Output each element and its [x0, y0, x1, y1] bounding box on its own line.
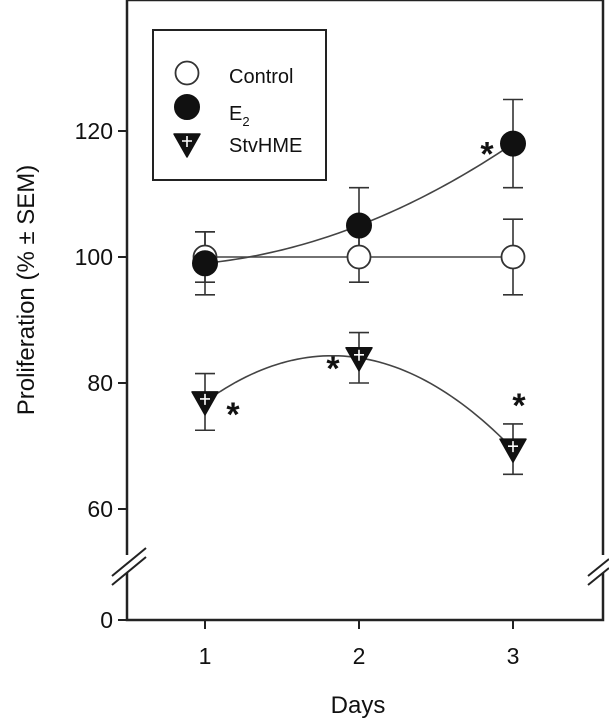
- significance-star: *: [226, 396, 240, 434]
- y-tick-label: 60: [87, 496, 113, 522]
- legend: Control E2 StvHME: [152, 29, 327, 181]
- significance-marks: * * * *: [226, 136, 526, 434]
- data-markers: [191, 130, 527, 463]
- y-axis-label: Proliferation (% ± SEM): [13, 165, 40, 416]
- y-axis-break-left: [110, 547, 150, 586]
- x-tick-label: 2: [353, 643, 366, 669]
- data-point: [346, 212, 372, 239]
- data-point: [192, 250, 218, 277]
- legend-entry-stvhme: StvHME: [229, 135, 302, 157]
- data-point: [499, 438, 527, 463]
- plot-frame: [125, 0, 605, 622]
- plus-glyph: [182, 136, 192, 147]
- plus-glyph: [200, 393, 210, 405]
- data-point: [500, 130, 526, 157]
- y-tick-label: 80: [87, 370, 113, 396]
- y-axis-break-right: [586, 555, 609, 586]
- y-tick-label: 120: [75, 118, 113, 144]
- x-tick-label: 1: [199, 643, 212, 669]
- legend-symbol: [174, 94, 200, 120]
- y-tick-label: 0: [100, 607, 113, 633]
- legend-entry-control: Control: [229, 66, 293, 88]
- significance-star: *: [326, 350, 340, 388]
- legend-symbols: [173, 60, 201, 158]
- legend-symbol: [173, 133, 201, 158]
- data-point: [191, 391, 219, 416]
- legend-entry-e2: E2: [229, 103, 250, 129]
- data-point: [346, 244, 372, 270]
- significance-star: *: [512, 387, 526, 425]
- axis-ticks: 0 60 80 100 120 1 2 3: [75, 118, 520, 669]
- significance-star: *: [480, 136, 494, 174]
- x-tick-label: 3: [507, 643, 520, 669]
- x-axis-label: Days: [331, 692, 386, 719]
- data-point: [500, 244, 526, 270]
- legend-symbol: [174, 60, 200, 86]
- legend-entry-e2-base: E: [229, 103, 242, 125]
- plus-glyph: [354, 349, 364, 361]
- plus-glyph: [508, 441, 518, 453]
- data-point: [345, 347, 373, 372]
- y-tick-label: 100: [75, 244, 113, 270]
- legend-entry-e2-subscript: 2: [242, 114, 249, 129]
